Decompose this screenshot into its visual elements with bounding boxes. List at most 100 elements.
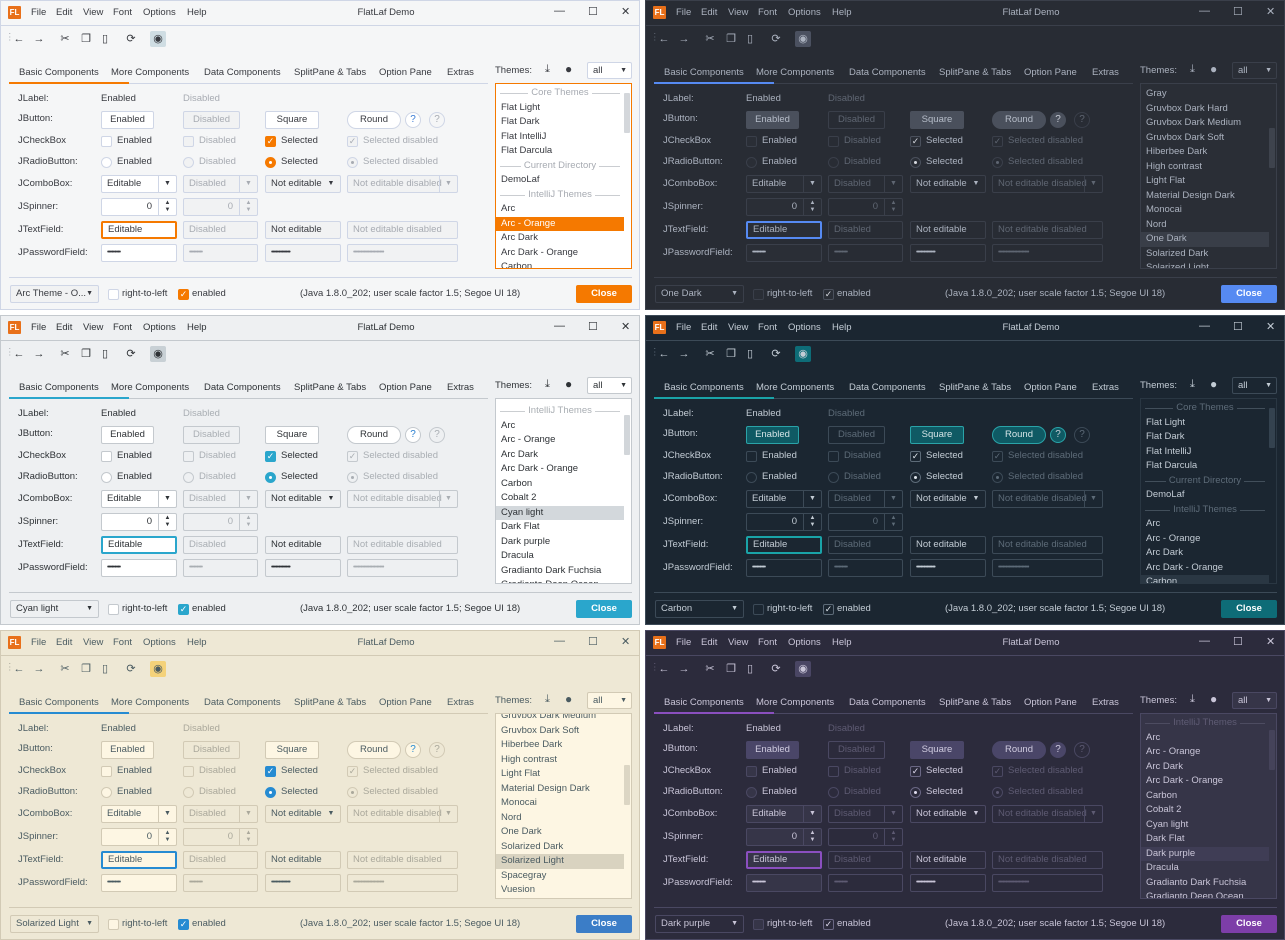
checkbox[interactable]: ✓ (265, 766, 276, 777)
paste-icon[interactable]: ▯ (101, 663, 109, 675)
tab-5[interactable]: Extras (447, 697, 474, 708)
theme-list-scrollbar[interactable] (624, 415, 630, 455)
help-button-disabled[interactable]: ? (1074, 112, 1090, 128)
eye-icon[interactable]: ◉ (795, 661, 811, 677)
close-button[interactable]: Close (576, 915, 632, 933)
themes-filter-combo[interactable]: all ▼ (587, 62, 632, 79)
radio-button[interactable] (183, 472, 194, 483)
radio-button[interactable] (347, 787, 358, 798)
combo-box[interactable]: Not editable disabled ▼ (347, 175, 458, 193)
text-field[interactable]: Editable (101, 536, 177, 554)
minimize-icon[interactable]: — (1199, 320, 1210, 332)
download-icon[interactable]: ⤓ (1190, 693, 1195, 705)
text-field[interactable]: Editable (101, 851, 177, 869)
spinner-arrows-icon[interactable]: ▲ ▼ (803, 199, 821, 215)
radio-button[interactable] (910, 787, 921, 798)
theme-list-item[interactable]: High contrast (501, 753, 557, 765)
help-button-disabled[interactable]: ? (429, 742, 445, 758)
square-button[interactable]: Square (910, 111, 964, 129)
tab-1[interactable]: More Components (111, 382, 190, 393)
enabled-button[interactable]: Enabled (101, 741, 154, 759)
enabled-checkbox[interactable]: ✓ (823, 604, 834, 615)
enabled-button[interactable]: Enabled (746, 426, 799, 444)
combo-box[interactable]: Disabled ▼ (183, 490, 258, 508)
password-field[interactable]: ••••••••• (746, 244, 822, 262)
spinner-arrows-icon[interactable]: ▲ ▼ (884, 199, 902, 215)
refresh-icon[interactable]: ⟳ (126, 663, 136, 675)
maximize-icon[interactable]: ☐ (588, 636, 598, 648)
enabled-button[interactable]: Enabled (101, 426, 154, 444)
github-icon[interactable]: ● (1210, 377, 1218, 391)
text-field[interactable]: Not editable disabled (992, 536, 1103, 554)
theme-list-item[interactable]: Material Design Dark (501, 782, 590, 794)
menu-view[interactable]: View (83, 322, 104, 333)
combo-box[interactable]: Not editable ▼ (265, 805, 341, 823)
theme-list-item[interactable]: Nord (501, 811, 522, 823)
checkbox[interactable]: ✓ (992, 766, 1003, 777)
text-field[interactable]: Not editable (910, 221, 986, 239)
menu-file[interactable]: File (676, 7, 692, 18)
tab-4[interactable]: Option Pane (379, 67, 432, 78)
combo-box[interactable]: Not editable disabled ▼ (992, 175, 1103, 193)
password-field[interactable]: ••••••••• (828, 559, 903, 577)
paste-icon[interactable]: ▯ (746, 33, 754, 45)
checkbox[interactable] (746, 766, 757, 777)
checkbox[interactable]: ✓ (347, 766, 358, 777)
help-button[interactable]: ? (1050, 742, 1066, 758)
combo-box[interactable]: Editable ▼ (101, 490, 177, 508)
theme-list-item[interactable]: Dracula (501, 550, 534, 561)
close-icon[interactable]: ✕ (621, 636, 631, 648)
theme-list-item[interactable]: Cyan light (1146, 818, 1189, 830)
tab-5[interactable]: Extras (1092, 382, 1119, 393)
theme-list-item[interactable]: Gradianto Dark Fuchsia (1146, 876, 1247, 888)
close-button[interactable]: Close (1221, 285, 1277, 303)
theme-list-item[interactable]: Arc - Orange (1146, 746, 1201, 757)
checkbox[interactable]: ✓ (910, 766, 921, 777)
menu-font[interactable]: Font (113, 322, 133, 333)
tab-4[interactable]: Option Pane (379, 697, 432, 708)
tab-2[interactable]: Data Components (204, 697, 281, 708)
password-field[interactable]: ••••••••• (183, 559, 258, 577)
square-button[interactable]: Square (265, 111, 319, 129)
password-field[interactable]: ••••••••••••• (910, 559, 986, 577)
menu-edit[interactable]: Edit (701, 637, 718, 648)
radio-button[interactable] (828, 157, 839, 168)
square-button[interactable]: Square (910, 741, 964, 759)
tab-0[interactable]: Basic Components (19, 67, 99, 78)
theme-list-item[interactable]: Flat Light (501, 101, 541, 113)
help-button-disabled[interactable]: ? (429, 427, 445, 443)
enabled-checkbox[interactable]: ✓ (823, 919, 834, 930)
radio-button[interactable] (183, 157, 194, 168)
spinner[interactable]: 0 ▲ ▼ (183, 828, 258, 846)
theme-list-item[interactable]: Monocai (1146, 204, 1182, 215)
close-icon[interactable]: ✕ (1266, 636, 1276, 648)
combo-box[interactable]: Not editable ▼ (910, 175, 986, 193)
tab-0[interactable]: Basic Components (664, 697, 744, 708)
cut-icon[interactable]: ✂ (705, 663, 715, 675)
theme-list-item[interactable]: Flat Dark (1146, 431, 1185, 442)
theme-list-item[interactable]: Nord (1146, 218, 1167, 230)
themes-filter-combo[interactable]: all ▼ (587, 692, 632, 709)
text-field[interactable]: Editable (101, 221, 177, 239)
tab-0[interactable]: Basic Components (19, 382, 99, 393)
text-field[interactable]: Disabled (183, 221, 258, 239)
download-icon[interactable]: ⤓ (1190, 63, 1195, 75)
checkbox[interactable]: ✓ (347, 136, 358, 147)
menu-help[interactable]: Help (187, 7, 207, 18)
theme-list-item[interactable]: Flat Darcula (501, 145, 553, 156)
password-field[interactable]: ••••••••••••• (265, 559, 341, 577)
eye-icon[interactable]: ◉ (150, 346, 166, 362)
rtl-checkbox[interactable] (108, 919, 119, 930)
password-field[interactable]: ••••••••••••• (910, 244, 986, 262)
text-field[interactable]: Not editable disabled (347, 536, 458, 554)
tab-1[interactable]: More Components (756, 697, 835, 708)
theme-list-item[interactable]: Solarized Light (1146, 262, 1209, 269)
checkbox[interactable] (183, 451, 194, 462)
spinner[interactable]: 0 ▲ ▼ (746, 513, 822, 531)
theme-list-scrollbar[interactable] (1269, 128, 1275, 168)
theme-list-item[interactable]: Dracula (1146, 862, 1179, 873)
checkbox[interactable] (101, 136, 112, 147)
spinner[interactable]: 0 ▲ ▼ (746, 198, 822, 216)
menu-file[interactable]: File (31, 637, 47, 648)
menu-options[interactable]: Options (143, 322, 176, 333)
